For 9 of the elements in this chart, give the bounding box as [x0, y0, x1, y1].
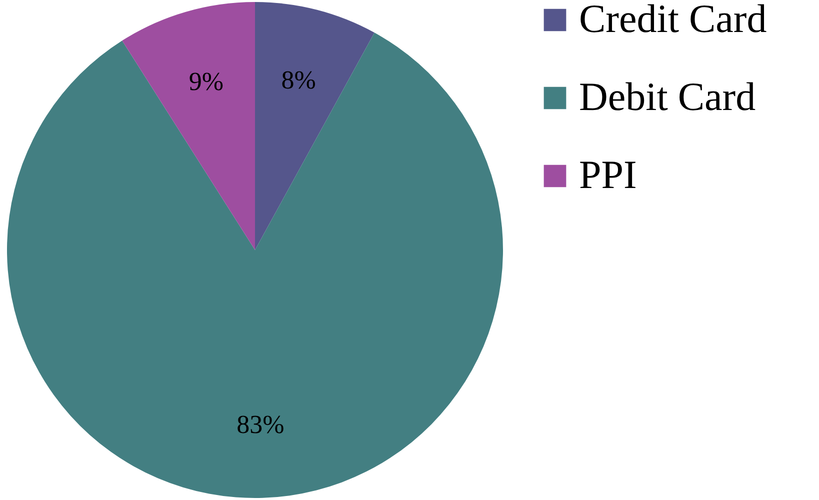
legend-label: PPI — [579, 152, 637, 197]
data-label: 83% — [236, 410, 284, 439]
pie-slice — [7, 32, 503, 498]
data-label: 8% — [281, 66, 316, 94]
pie-slice — [255, 2, 374, 250]
legend-label: Credit Card — [579, 0, 767, 41]
legend-label: Debit Card — [579, 74, 756, 119]
pie-slice — [122, 2, 255, 250]
data-label: 9% — [188, 66, 224, 96]
